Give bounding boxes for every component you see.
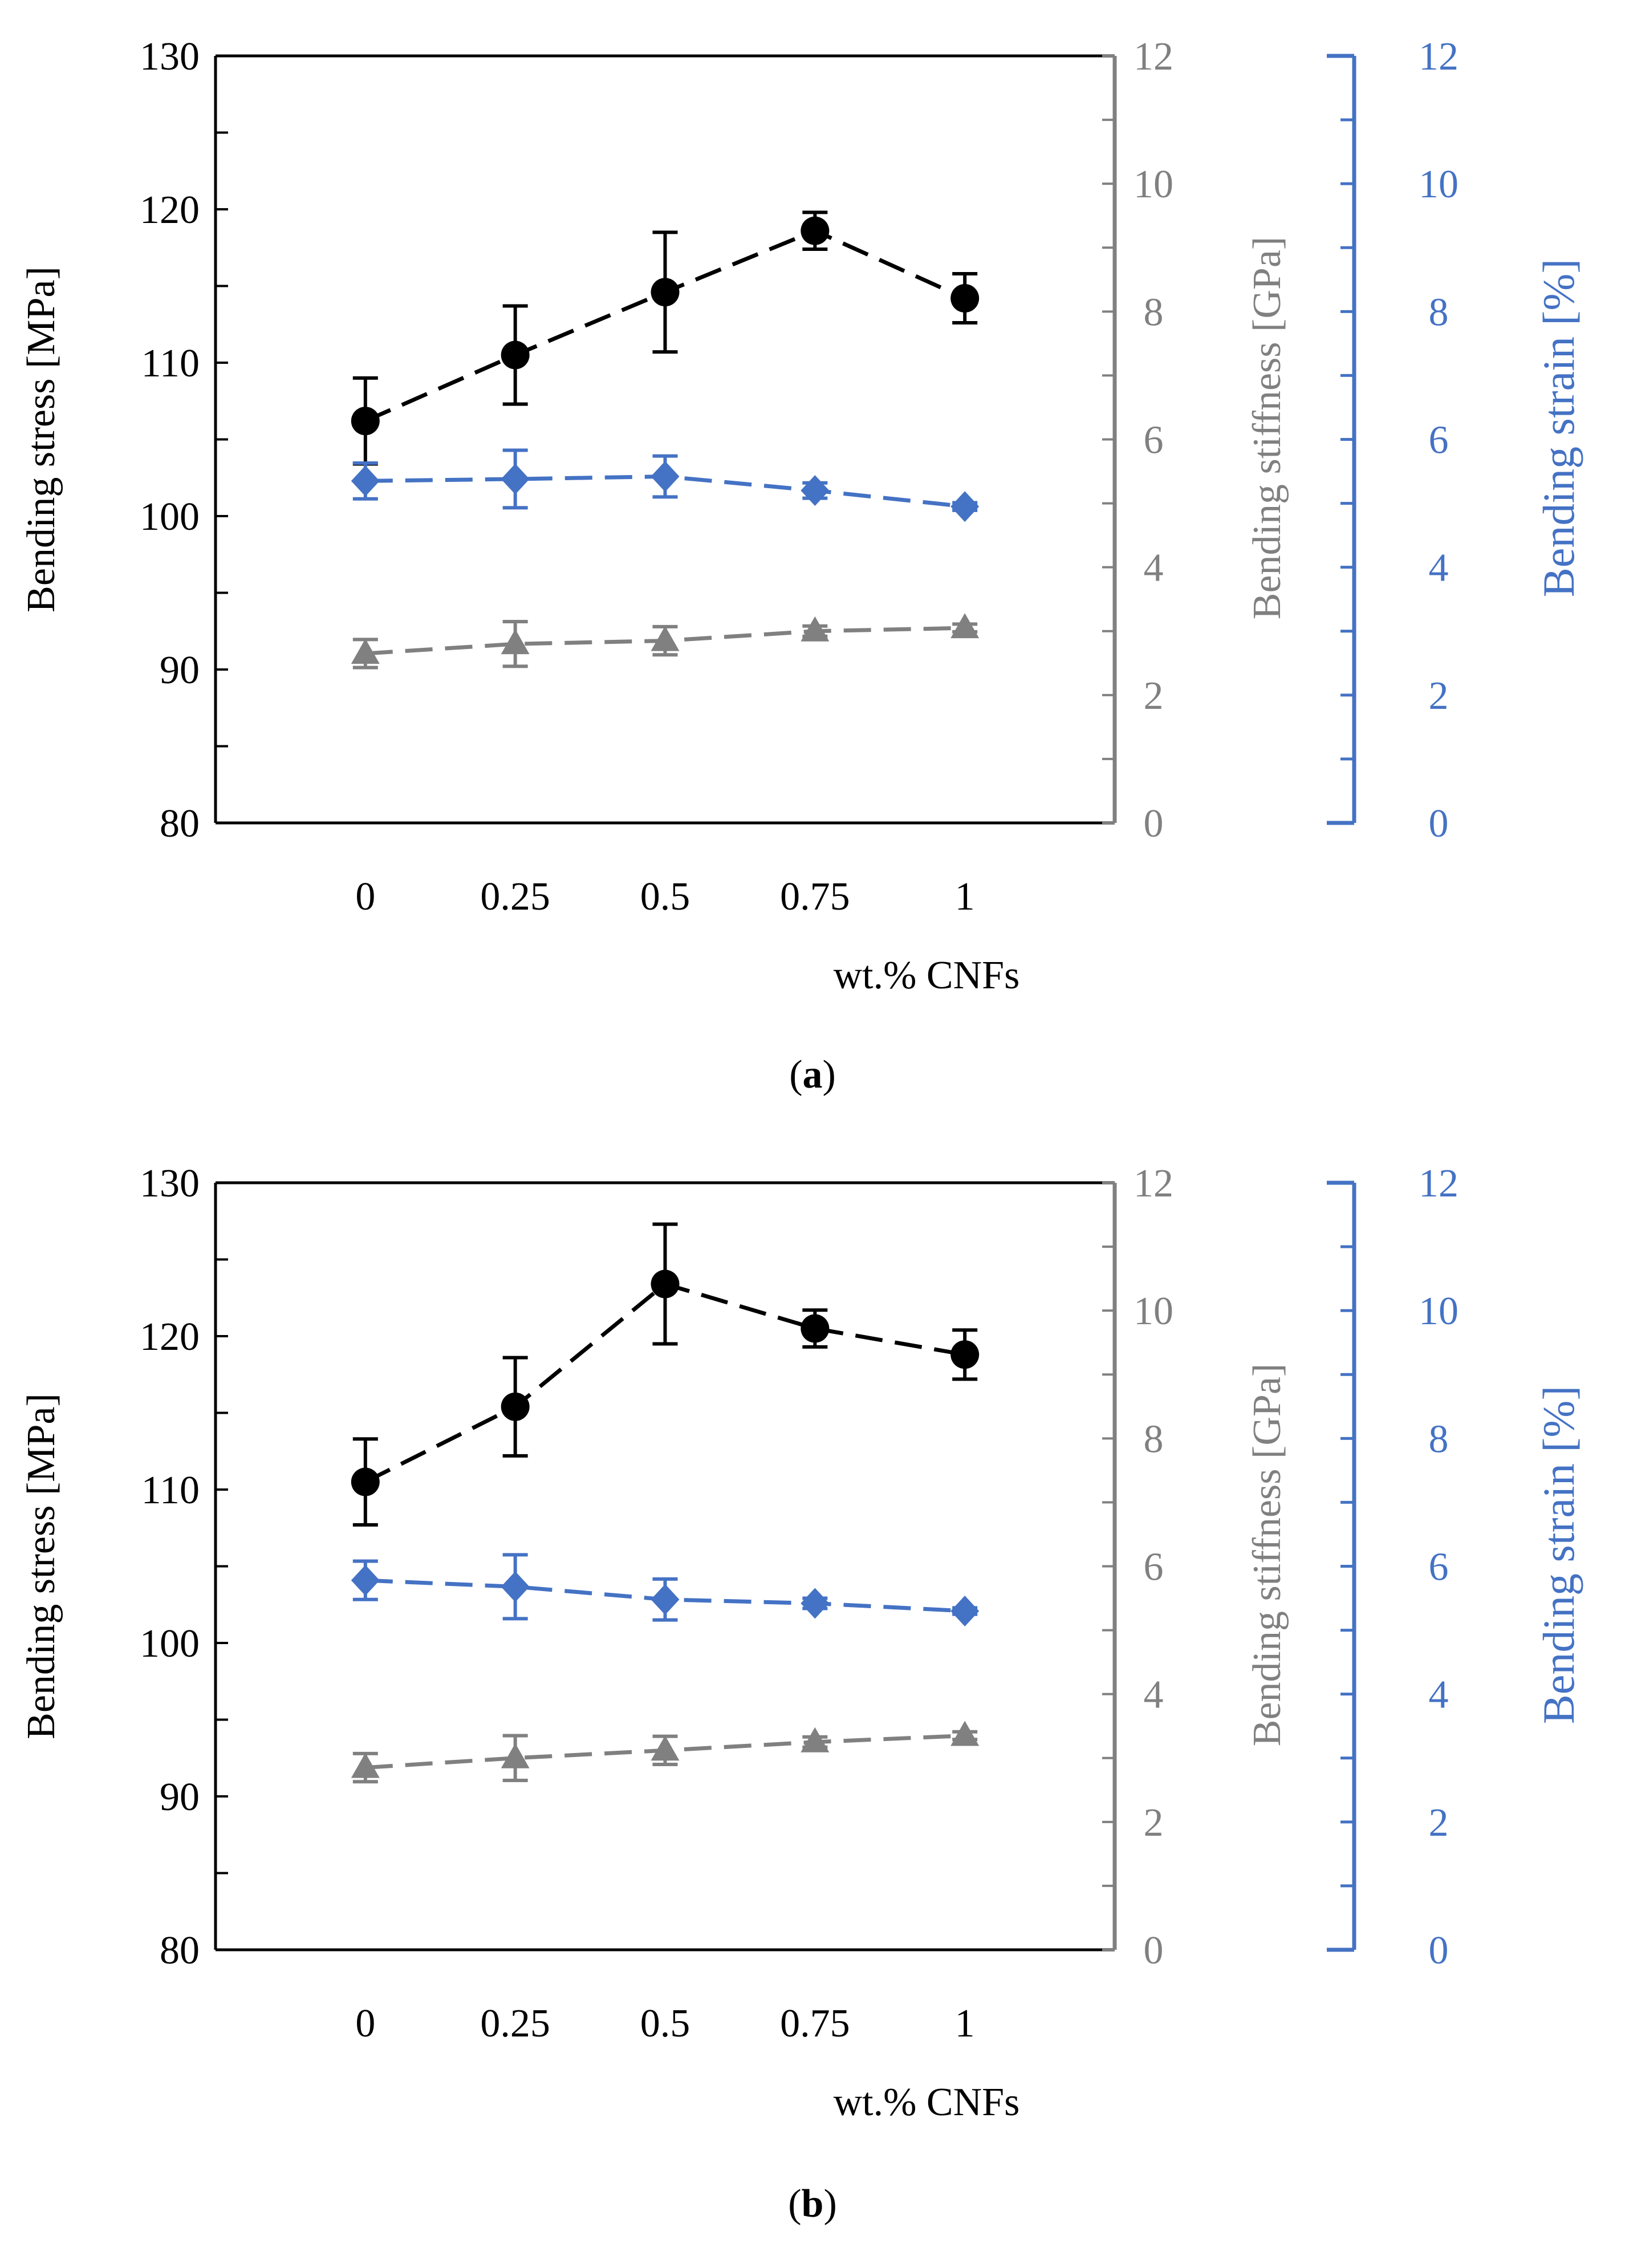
bending-stiffness-point bbox=[501, 1743, 530, 1768]
x-tick-label: 0 bbox=[355, 2002, 375, 2046]
bending-strain-point bbox=[501, 463, 530, 494]
x-tick-label: 1 bbox=[955, 2002, 975, 2046]
strain-tick-label: 2 bbox=[1429, 1801, 1449, 1845]
stress-tick-label: 110 bbox=[141, 1468, 200, 1512]
stiffness-tick-label: 2 bbox=[1144, 674, 1164, 718]
bending-stiffness-point bbox=[950, 613, 980, 639]
stress-tick-label: 90 bbox=[160, 1775, 200, 1819]
stiffness-tick-label: 8 bbox=[1144, 1417, 1164, 1461]
stiffness-tick-label: 4 bbox=[1144, 1673, 1164, 1717]
stress-tick-label: 100 bbox=[140, 1622, 200, 1666]
bending-strain-point bbox=[801, 475, 830, 506]
bending-strain-point bbox=[651, 1584, 680, 1615]
bending-stress-point bbox=[950, 284, 980, 313]
bending-stiffness-point bbox=[801, 616, 830, 642]
strain-tick-label: 4 bbox=[1429, 546, 1449, 590]
strain-tick-label: 6 bbox=[1429, 1545, 1449, 1589]
strain-tick-label: 12 bbox=[1419, 1162, 1459, 1206]
bending-strain-point bbox=[651, 461, 680, 492]
bending-strain-point bbox=[801, 1588, 830, 1619]
stiffness-tick-label: 10 bbox=[1134, 1289, 1173, 1333]
bending-stiffness-point bbox=[351, 1752, 380, 1778]
bending-stiffness-point bbox=[651, 1735, 680, 1761]
x-tick-label: 0.5 bbox=[640, 2002, 690, 2046]
stiffness-tick-label: 10 bbox=[1134, 163, 1173, 206]
bending-stress-point bbox=[651, 278, 680, 307]
x-tick-label: 0.5 bbox=[640, 875, 690, 919]
stiffness-axis-label: Bending stiffness [GPa] bbox=[1245, 1364, 1289, 1746]
x-tick-label: 0.25 bbox=[480, 875, 550, 919]
strain-tick-label: 0 bbox=[1429, 1929, 1449, 1973]
stiffness-tick-label: 0 bbox=[1144, 802, 1164, 846]
bending-stress-point bbox=[651, 1269, 680, 1299]
bending-stiffness-point bbox=[651, 626, 680, 651]
stress-axis-label: Bending stress [MPa] bbox=[19, 266, 63, 612]
strain-tick-label: 12 bbox=[1419, 35, 1459, 79]
stiffness-axis-label: Bending stiffness [GPa] bbox=[1245, 237, 1289, 619]
bending-strain-point bbox=[351, 1565, 380, 1596]
x-axis-label: wt.% CNFs bbox=[834, 954, 1020, 997]
stiffness-tick-label: 6 bbox=[1144, 419, 1164, 462]
bending-strain-point bbox=[950, 491, 980, 522]
bending-stiffness-point bbox=[950, 1721, 980, 1746]
strain-tick-label: 4 bbox=[1429, 1673, 1449, 1717]
stiffness-tick-label: 12 bbox=[1134, 35, 1173, 79]
x-tick-label: 1 bbox=[955, 875, 975, 919]
strain-axis-label: Bending strain [%] bbox=[1534, 1386, 1583, 1725]
stiffness-tick-label: 6 bbox=[1144, 1545, 1164, 1589]
caption-b: (b) bbox=[788, 2182, 837, 2226]
stress-tick-label: 130 bbox=[140, 1162, 200, 1206]
stiffness-tick-label: 8 bbox=[1144, 290, 1164, 334]
bending-stress-point bbox=[351, 1467, 380, 1496]
bending-stiffness-point bbox=[501, 629, 530, 655]
bending-stiffness-point bbox=[351, 638, 380, 664]
bending-stress-point bbox=[351, 407, 380, 436]
x-axis-label: wt.% CNFs bbox=[834, 2080, 1020, 2124]
bending-strain-point bbox=[950, 1595, 980, 1626]
caption-a: (a) bbox=[789, 1053, 836, 1097]
stress-tick-label: 120 bbox=[140, 188, 200, 232]
stiffness-tick-label: 12 bbox=[1134, 1162, 1173, 1206]
strain-tick-label: 10 bbox=[1419, 1289, 1459, 1333]
strain-tick-label: 10 bbox=[1419, 163, 1459, 206]
x-tick-label: 0.75 bbox=[780, 875, 850, 919]
bending-stress-point bbox=[950, 1340, 980, 1369]
stress-tick-label: 80 bbox=[160, 1929, 200, 1973]
stress-tick-label: 90 bbox=[160, 648, 200, 692]
strain-tick-label: 8 bbox=[1429, 290, 1449, 334]
stress-tick-label: 130 bbox=[140, 35, 200, 79]
strain-tick-label: 0 bbox=[1429, 802, 1449, 846]
bending-strain-point bbox=[351, 465, 380, 497]
strain-tick-label: 6 bbox=[1429, 419, 1449, 462]
x-tick-label: 0.75 bbox=[780, 2002, 850, 2046]
stress-axis-label: Bending stress [MPa] bbox=[19, 1393, 63, 1739]
bending-stress-point bbox=[801, 1314, 830, 1343]
strain-tick-label: 2 bbox=[1429, 674, 1449, 718]
stiffness-tick-label: 4 bbox=[1144, 546, 1164, 590]
bending-stiffness-point bbox=[801, 1727, 830, 1752]
strain-axis-label: Bending strain [%] bbox=[1534, 259, 1583, 598]
bending-stress-point bbox=[501, 1392, 530, 1421]
stiffness-tick-label: 2 bbox=[1144, 1801, 1164, 1845]
caption-letter-a: a bbox=[802, 1053, 823, 1097]
x-tick-label: 0.25 bbox=[480, 2002, 550, 2046]
caption-letter-b: b bbox=[801, 2182, 824, 2226]
strain-tick-label: 8 bbox=[1429, 1417, 1449, 1461]
stiffness-tick-label: 0 bbox=[1144, 1929, 1164, 1973]
stress-tick-label: 100 bbox=[140, 495, 200, 539]
stress-tick-label: 120 bbox=[140, 1315, 200, 1359]
x-tick-label: 0 bbox=[355, 875, 375, 919]
stress-tick-label: 110 bbox=[141, 342, 200, 386]
bending-stress-point bbox=[501, 340, 530, 370]
bending-stress-point bbox=[801, 216, 830, 245]
bending-strain-point bbox=[501, 1571, 530, 1602]
stress-tick-label: 80 bbox=[160, 802, 200, 846]
